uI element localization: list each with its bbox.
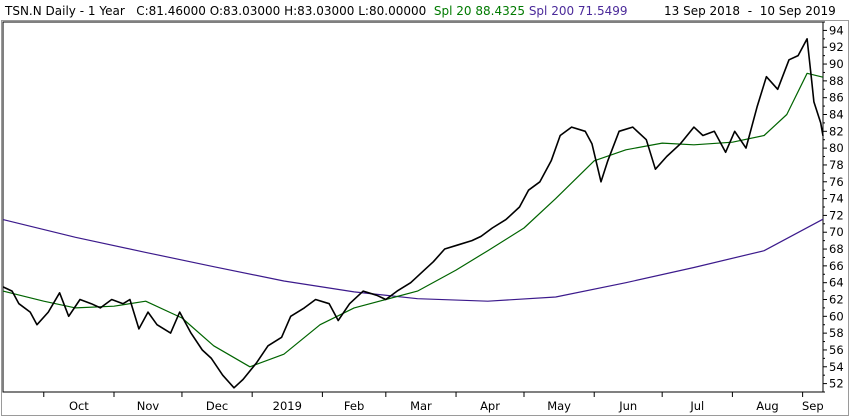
y-tick-label: 86 xyxy=(829,91,844,105)
y-tick-label: 74 xyxy=(829,192,844,206)
x-tick-label: Feb xyxy=(344,399,364,413)
x-tick-label: Mar xyxy=(410,399,432,413)
y-axis: 94 92 90 88 86 84 82 80 78 76 74 72 70 68 66 64 62 60 58 56… xyxy=(823,21,844,393)
y-tick-label: 60 xyxy=(829,309,844,323)
x-tick-label: Sep xyxy=(802,399,824,413)
y-tick-label: 66 xyxy=(829,259,844,273)
header-open: O:83.03000 xyxy=(209,4,281,18)
header-date-sep: - xyxy=(747,4,753,18)
x-tick-label: Oct xyxy=(69,399,89,413)
header-range: 1 Year xyxy=(87,4,125,18)
y-tick-label: 80 xyxy=(829,141,844,155)
x-tick-label: 2019 xyxy=(273,399,302,413)
y-tick-label: 52 xyxy=(829,377,844,391)
header-period: Daily xyxy=(45,4,76,18)
spl200-line xyxy=(2,218,824,302)
header-spl20: Spl 20 88.4325 xyxy=(433,4,525,18)
x-tick-label: Jun xyxy=(618,399,637,413)
y-tick-label: 82 xyxy=(829,124,844,138)
y-tick-label: 88 xyxy=(829,74,844,88)
x-tick-label: Nov xyxy=(137,399,160,413)
plot-border xyxy=(2,21,824,393)
plot-lines xyxy=(2,37,824,389)
header-date-range: 13 Sep 2018 - 10 Sep 2019 xyxy=(664,4,836,19)
y-tick-label: 94 xyxy=(829,23,844,37)
x-axis: Oct Nov Dec 2019 Feb Mar Apr May Jun Jul Aug Sep xyxy=(43,392,824,413)
header-date-to: 10 Sep 2019 xyxy=(759,4,836,18)
y-tick-label: 92 xyxy=(829,40,844,54)
y-tick-label: 64 xyxy=(829,276,844,290)
y-tick-label: 90 xyxy=(829,57,844,71)
y-tick-label: 56 xyxy=(829,343,844,357)
header-left: TSN.N Daily - 1 Year C:81.46000 O:83.030… xyxy=(5,4,628,18)
x-tick-label: Aug xyxy=(756,399,778,413)
header-low: L:80.00000 xyxy=(358,4,427,18)
y-tick-label: 76 xyxy=(829,175,844,189)
header-high: H:83.03000 xyxy=(284,4,355,18)
y-tick-label: 68 xyxy=(829,242,844,256)
x-tick-label: May xyxy=(547,399,571,413)
x-tick-label: Jul xyxy=(689,399,704,413)
header-close: C:81.46000 xyxy=(136,4,206,18)
y-tick-label: 70 xyxy=(829,225,844,239)
y-tick-label: 78 xyxy=(829,158,844,172)
y-tick-label: 72 xyxy=(829,208,844,222)
price-line xyxy=(2,37,824,389)
spl20-line xyxy=(2,72,824,368)
header-symbol: TSN.N xyxy=(5,4,42,18)
y-tick-label: 58 xyxy=(829,326,844,340)
y-tick-label: 54 xyxy=(829,360,844,374)
x-tick-label: Apr xyxy=(480,399,500,413)
y-tick-label: 62 xyxy=(829,293,844,307)
header-date-from: 13 Sep 2018 xyxy=(664,4,741,18)
y-tick-label: 84 xyxy=(829,108,844,122)
x-tick-label: Dec xyxy=(206,399,228,413)
header-spl200: Spl 200 71.5499 xyxy=(528,4,628,18)
outer-frame xyxy=(1,20,849,416)
